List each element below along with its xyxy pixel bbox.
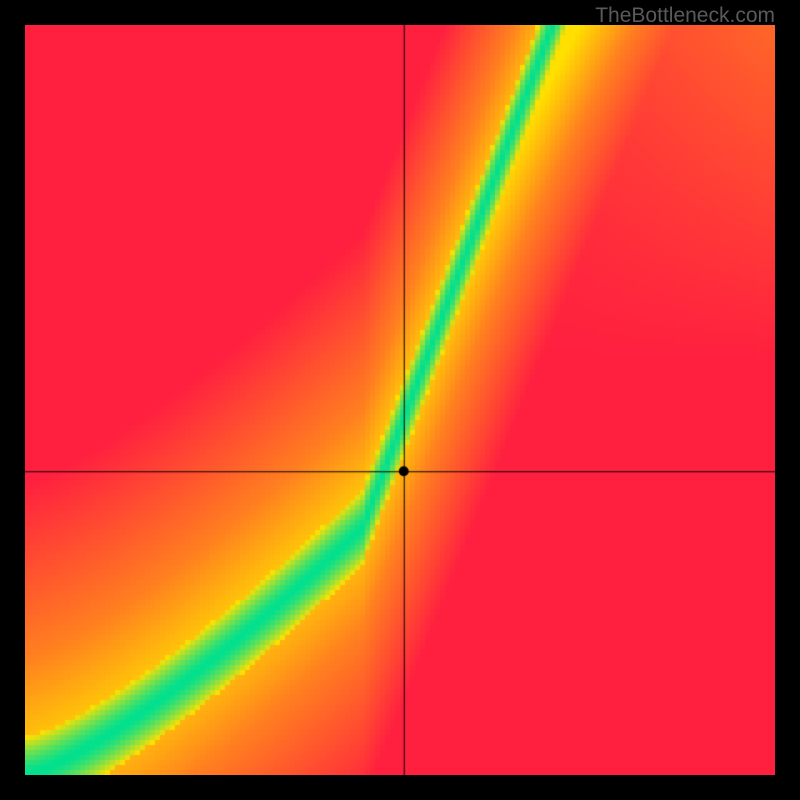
chart-frame [0, 0, 800, 800]
crosshair-overlay [25, 25, 775, 775]
chart-container: { "watermark": "TheBottleneck.com", "can… [0, 0, 800, 800]
watermark-text: TheBottleneck.com [595, 4, 775, 28]
